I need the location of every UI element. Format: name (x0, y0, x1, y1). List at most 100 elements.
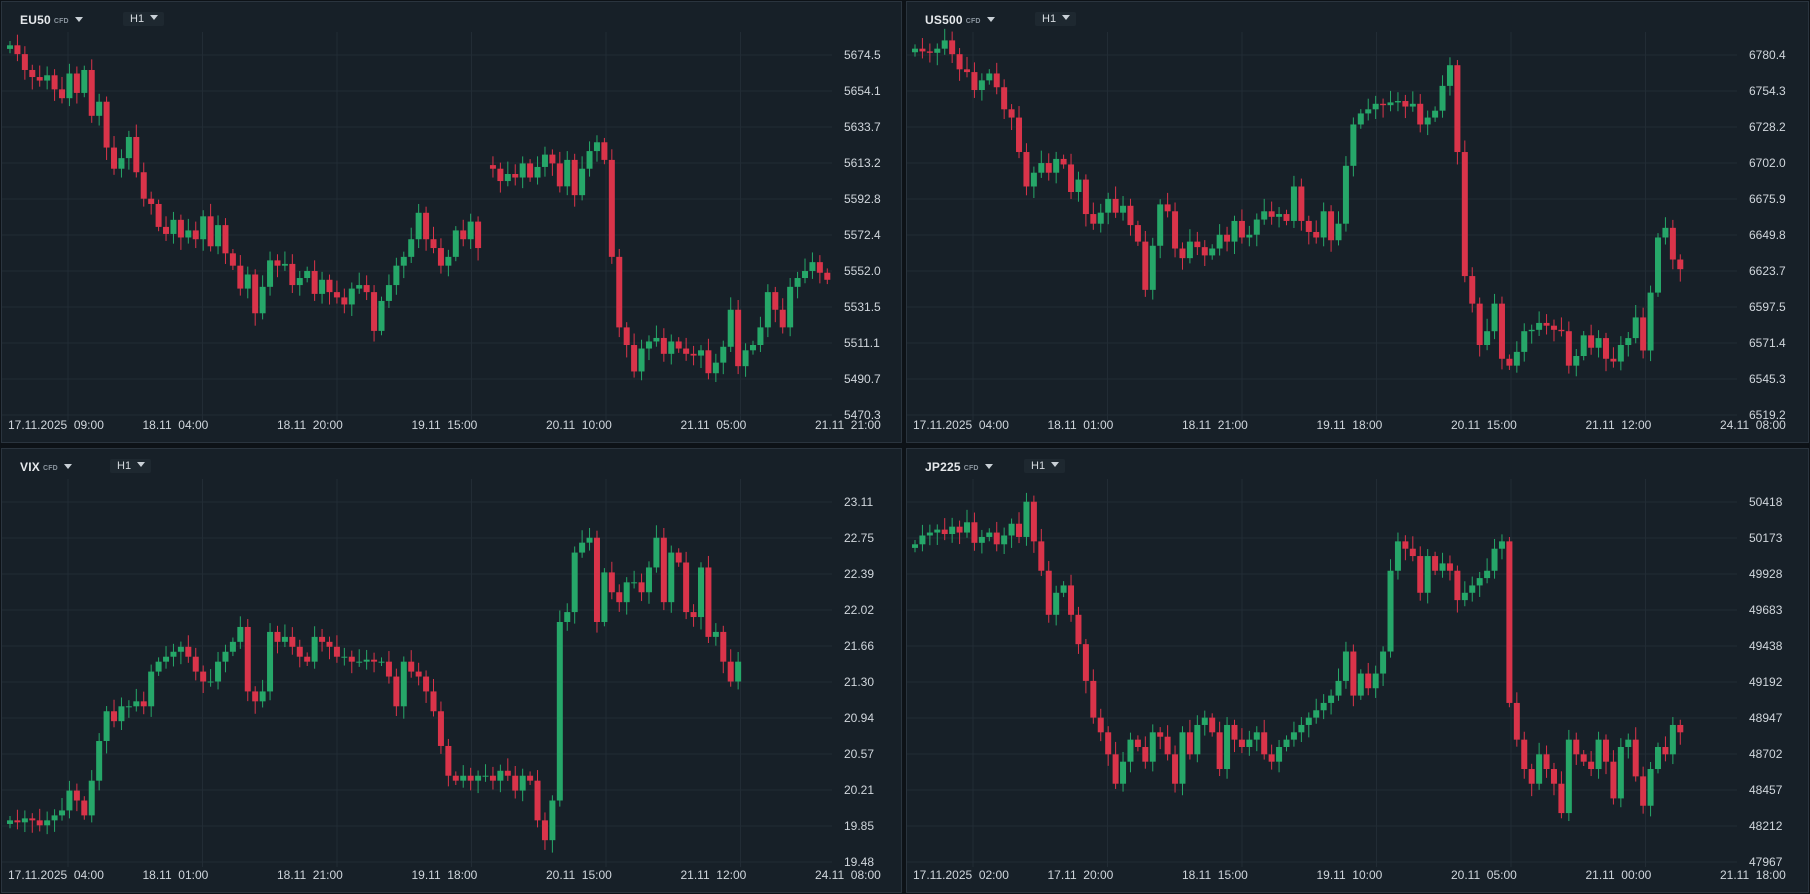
candle (941, 518, 948, 541)
symbol-selector[interactable]: VIX CFD (20, 460, 72, 474)
candle (1134, 220, 1141, 246)
candle (222, 644, 229, 673)
x-axis-tick-label: 18.11 04:00 (142, 418, 209, 432)
timeframe-selector[interactable]: H1 (110, 459, 152, 473)
candle (66, 780, 73, 819)
candle (1238, 209, 1245, 244)
candle (541, 812, 548, 850)
y-axis-tick-label: 49192 (1749, 675, 1783, 689)
x-axis-tick-label: 17.11 20:00 (1047, 868, 1114, 882)
candle (1640, 766, 1647, 814)
candle (1469, 576, 1476, 602)
candle (720, 340, 727, 375)
candle (675, 548, 682, 567)
candlestick-chart[interactable] (2, 449, 902, 893)
candle (534, 156, 541, 185)
candle (252, 686, 259, 714)
candle (949, 517, 956, 543)
candle (1669, 219, 1676, 270)
candle (118, 697, 125, 730)
x-axis-tick-label: 21.11 12:00 (680, 868, 747, 882)
timeframe-selector[interactable]: H1 (1035, 12, 1077, 26)
y-axis-tick-label: 5613.2 (844, 156, 881, 170)
timeframe-label: H1 (1031, 460, 1046, 472)
candle (519, 156, 526, 189)
chart-panel-jp225[interactable]: JP225 CFD H1 50418 50173 49928 49683 49438 491… (906, 448, 1809, 893)
candle (1350, 117, 1357, 177)
candle (1068, 574, 1075, 622)
x-axis-tick-label: 17.11.2025 09:00 (8, 418, 104, 432)
y-axis-tick-label: 6675.9 (1749, 192, 1786, 206)
chart-panel-vix[interactable]: VIX CFD H1 23.11 22.75 22.39 22.02 21.66 21.30… (1, 448, 902, 893)
candlestick-chart[interactable] (907, 2, 1809, 443)
cfd-badge: CFD (963, 465, 979, 472)
candle (1550, 319, 1557, 342)
candle (192, 221, 199, 249)
candle (571, 546, 578, 624)
chart-panel-us500[interactable]: US500 CFD H1 6780.4 6754.3 6728.2 6702.0 6675… (906, 1, 1809, 443)
x-axis-tick-label: 19.11 15:00 (411, 418, 478, 432)
candle (1001, 527, 1008, 555)
candle (1677, 254, 1684, 282)
candle (185, 635, 192, 663)
y-axis-tick-label: 6623.7 (1749, 264, 1786, 278)
candle (616, 584, 623, 612)
candle (103, 96, 110, 160)
symbol-selector[interactable]: JP225 CFD (925, 460, 993, 474)
symbol-selector[interactable]: EU50 CFD (20, 13, 83, 27)
candle (660, 527, 667, 611)
x-axis-tick-label: 21.11 12:00 (1585, 418, 1652, 432)
candle (1662, 217, 1669, 245)
candle (73, 66, 80, 104)
candle (1454, 59, 1461, 165)
candlestick-chart[interactable] (2, 2, 902, 443)
candle (1142, 736, 1149, 769)
candle (1127, 198, 1134, 236)
timeframe-selector[interactable]: H1 (1024, 459, 1066, 473)
candle (304, 266, 311, 283)
symbol-label: JP225 (925, 460, 961, 474)
candle (1365, 98, 1372, 121)
candle (1253, 726, 1260, 752)
candle (1513, 692, 1520, 747)
candle (1491, 538, 1498, 579)
candle (912, 539, 918, 553)
symbol-selector[interactable]: US500 CFD (925, 13, 995, 27)
candle (1409, 536, 1416, 562)
candle (200, 210, 207, 251)
y-axis-tick-label: 50173 (1749, 531, 1783, 545)
candle (140, 162, 147, 207)
candle (1402, 94, 1409, 119)
y-axis-tick-label: 5572.4 (844, 228, 881, 242)
candle (1342, 156, 1349, 232)
candle (1201, 710, 1208, 736)
candle (1513, 341, 1520, 373)
candle (400, 656, 407, 719)
candle (1238, 728, 1245, 754)
candle (638, 573, 645, 602)
candle (1394, 532, 1401, 580)
candle (1097, 708, 1104, 742)
candle (311, 626, 318, 669)
candle (1558, 317, 1565, 337)
candle (393, 257, 400, 295)
candle (1224, 717, 1231, 779)
cfd-badge: CFD (42, 465, 58, 472)
candle (1602, 734, 1609, 775)
candle (1313, 220, 1320, 244)
candle (1023, 143, 1030, 196)
candle (1209, 713, 1216, 737)
timeframe-selector[interactable]: H1 (123, 12, 165, 26)
candle (705, 555, 712, 643)
candle (1476, 297, 1483, 357)
candle (608, 561, 615, 600)
chart-panel-eu50[interactable]: EU50 CFD H1 5674.5 5654.1 5633.7 5613.2 5592.… (1, 1, 902, 443)
candle (1016, 106, 1023, 159)
candlestick-chart[interactable] (907, 449, 1809, 893)
candle (356, 649, 363, 667)
candle (1372, 665, 1379, 698)
candle (1610, 347, 1617, 368)
candle (1261, 198, 1268, 225)
candle (163, 646, 170, 669)
candle (281, 251, 288, 271)
